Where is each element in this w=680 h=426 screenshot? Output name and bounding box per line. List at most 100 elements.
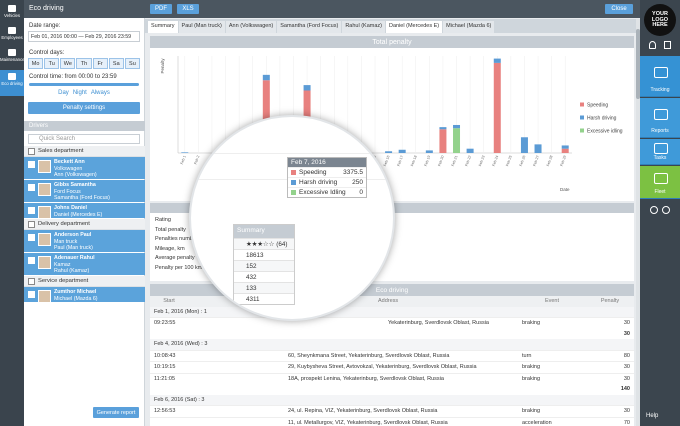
tab[interactable]: Paul (Man truck): [178, 21, 225, 33]
event-cell: turn: [522, 352, 532, 359]
checkbox[interactable]: [28, 278, 35, 285]
tooltip-name: Speeding: [299, 169, 327, 176]
home-icon[interactable]: [664, 41, 671, 49]
bar-segment: [561, 145, 569, 149]
bar-segment: [466, 148, 474, 153]
tooltip-value: 0: [359, 189, 363, 196]
nav-label: Eco driving: [1, 81, 23, 86]
group-row: Delivery department: [24, 219, 145, 230]
driver-unit: Samantha (Ford Focus): [54, 195, 110, 201]
total-row: 140: [150, 384, 634, 395]
pdf-button[interactable]: PDF: [150, 4, 172, 14]
day-button[interactable]: Fr: [92, 58, 108, 69]
tab[interactable]: Ann (Volkswagen): [225, 21, 277, 33]
x-tick-label: Feb 16: [383, 155, 391, 167]
time-mode[interactable]: Day: [58, 90, 69, 96]
nav-label: Fleet: [654, 189, 666, 195]
scrollbar[interactable]: [636, 19, 640, 426]
driver-vehicle: Volkswagen: [54, 165, 83, 172]
xls-button[interactable]: XLS: [177, 4, 199, 14]
driver-row[interactable]: Johns Daniel Daniel (Mercedes E): [24, 203, 145, 219]
bar-segment: [520, 137, 528, 153]
generate-report-button[interactable]: Generate report: [93, 407, 139, 418]
checkbox[interactable]: [28, 148, 35, 155]
tooltip-row: Speeding 3375.5: [288, 167, 366, 177]
driver-row[interactable]: Adenauer Rahul Kamaz Rahul (Kamaz): [24, 253, 145, 275]
checkbox[interactable]: [28, 184, 35, 191]
right-bar: YOUR LOGO HERE Help Tracking Reports Tasks…: [640, 0, 680, 426]
driver-row[interactable]: Gibbs Samantha Ford Focus Samantha (Ford F…: [24, 180, 145, 202]
sidebar: Vehicles Employees Maintenance Eco driving: [0, 0, 25, 426]
summary-label: Total penalty: [155, 226, 186, 233]
nav-button[interactable]: Tracking: [640, 56, 680, 97]
help-link[interactable]: Help: [646, 413, 659, 419]
summary-label: Rating: [155, 217, 171, 223]
summary-label: Penalties number: [155, 236, 198, 242]
tab[interactable]: Michael (Mazda 6): [443, 21, 495, 33]
label: Control days:: [29, 50, 65, 56]
penalty-cell: 30: [623, 408, 630, 415]
day-title: Feb 6, 2016 (Sat) : 3: [154, 396, 205, 403]
penalty-cell: 80: [623, 352, 630, 359]
day-button[interactable]: Tu: [44, 58, 60, 69]
checkbox[interactable]: [28, 234, 35, 241]
checkbox[interactable]: [28, 291, 35, 298]
driver-unit: Paul (Man truck): [54, 245, 93, 251]
event-cell: braking: [522, 375, 541, 382]
legend-swatch: [580, 102, 584, 107]
checkbox[interactable]: [28, 257, 35, 264]
tools-icon[interactable]: [662, 206, 670, 214]
checkbox[interactable]: [28, 207, 35, 214]
nav-item[interactable]: Maintenance: [0, 46, 25, 67]
search-input[interactable]: Quick Search: [28, 134, 140, 144]
day-row: Feb 4, 2016 (Wed) : 3: [150, 339, 634, 350]
tooltip-swatch: [291, 190, 296, 195]
x-tick-label: Feb 24: [492, 155, 500, 167]
nav-button[interactable]: Tasks: [640, 139, 680, 165]
driver-row[interactable]: Zumthor Michael Michael (Mazda 6): [24, 287, 145, 303]
tab[interactable]: Rahul (Kamaz): [342, 21, 385, 33]
day-button[interactable]: Mo: [28, 58, 44, 69]
driver-row[interactable]: Anderson Paul Man truck Paul (Man truck): [24, 230, 145, 252]
checkbox[interactable]: [28, 221, 35, 228]
date-input[interactable]: Feb 01, 2016 00:00 — Feb 29, 2016 23:59: [28, 31, 140, 42]
toolbar: PDF XLS Close: [145, 0, 640, 18]
settings-icon[interactable]: [650, 206, 658, 214]
total-row: 30: [150, 329, 634, 340]
summary-value: 4311: [246, 296, 260, 303]
nav-item[interactable]: Eco driving: [0, 70, 24, 96]
tab[interactable]: Daniel (Mercedes E): [386, 21, 443, 33]
user-icon[interactable]: [649, 41, 656, 49]
time-mode[interactable]: Always: [90, 90, 110, 96]
close-button[interactable]: Close: [605, 4, 633, 14]
nav-button[interactable]: Fleet: [640, 166, 680, 199]
day-button[interactable]: Su: [124, 58, 140, 69]
bar-segment: [493, 58, 501, 63]
day-button[interactable]: Sa: [108, 58, 124, 69]
nav-button[interactable]: Reports: [640, 98, 680, 138]
nav-item[interactable]: Employees: [0, 24, 24, 45]
panel-title: Eco driving: [24, 0, 145, 18]
avatar: [38, 233, 51, 246]
start-time: 09:23:55: [154, 320, 176, 327]
nav-item[interactable]: Vehicles: [0, 2, 24, 23]
column-title: Address: [378, 298, 399, 305]
summary-box: Summary ★★★☆☆ (64) 18613 152 432 133 4311: [233, 224, 295, 305]
summary-row: 152: [234, 260, 294, 271]
penalty-settings-button[interactable]: Penalty settings: [28, 102, 140, 114]
x-tick-label: Feb 20: [437, 155, 445, 167]
time-mode[interactable]: Night: [72, 90, 87, 96]
checkbox[interactable]: [28, 161, 35, 168]
day-button[interactable]: Th: [76, 58, 92, 69]
tab[interactable]: Samantha (Ford Focus): [277, 21, 342, 33]
x-tick-label: Feb 25: [505, 155, 513, 167]
day-button[interactable]: We: [60, 58, 76, 69]
label: Control time: from 00:00 to 23:59: [29, 74, 117, 80]
x-axis-label: Date: [560, 187, 570, 192]
label: Date range:: [29, 23, 61, 29]
driver-row[interactable]: Beckett Ann Volkswagen Ann (Volkswagen): [24, 157, 145, 179]
time-slider[interactable]: [29, 83, 139, 86]
tab[interactable]: Summary: [148, 21, 178, 33]
bar-segment: [453, 128, 461, 153]
driver-vehicle: Man truck: [54, 238, 78, 245]
